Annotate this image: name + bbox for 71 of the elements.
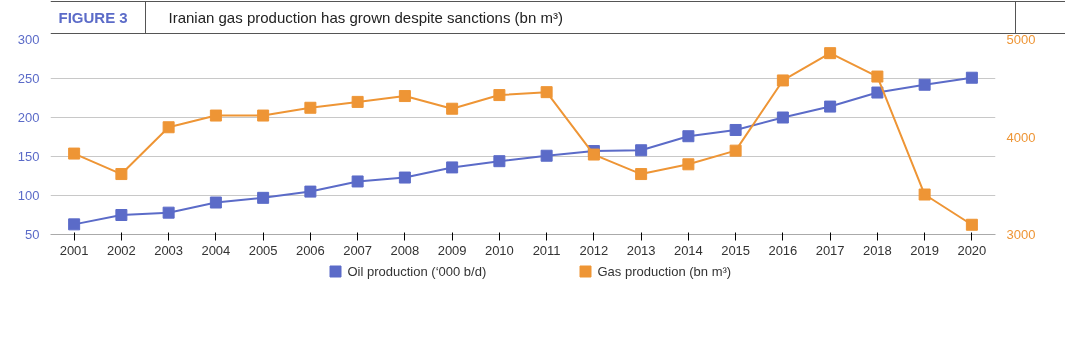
x-tick-label: 2002 bbox=[106, 242, 136, 258]
x-tick-label: 2004 bbox=[201, 242, 231, 258]
x-tick-label: 2017 bbox=[815, 242, 845, 258]
point bbox=[635, 144, 648, 157]
x-tick-label: 2005 bbox=[248, 242, 278, 258]
x-tick-label: 2016 bbox=[768, 242, 798, 258]
point bbox=[398, 90, 411, 103]
y-tick-label: 300 bbox=[17, 32, 40, 47]
point bbox=[965, 218, 978, 231]
point bbox=[918, 78, 931, 91]
point bbox=[68, 218, 81, 231]
point bbox=[209, 196, 222, 209]
point bbox=[540, 86, 553, 99]
point bbox=[115, 168, 128, 181]
point bbox=[871, 86, 884, 99]
point bbox=[729, 123, 742, 136]
point bbox=[776, 74, 789, 87]
x-tick-label: 2014 bbox=[673, 242, 703, 258]
point bbox=[824, 47, 837, 60]
x-tick-label: 2001 bbox=[59, 242, 89, 258]
x-tick-label: 2020 bbox=[957, 242, 987, 258]
point bbox=[635, 168, 648, 181]
point bbox=[398, 171, 411, 184]
x-tick-label: 2012 bbox=[579, 242, 609, 258]
point bbox=[729, 144, 742, 157]
x-tick-label: 2015 bbox=[721, 242, 751, 258]
y2-tick-label: 3000 bbox=[1006, 227, 1036, 242]
x-tick-label: 2006 bbox=[295, 242, 325, 258]
point bbox=[68, 147, 81, 160]
legend-label: Oil production (‘000 b/d) bbox=[347, 264, 487, 279]
point bbox=[257, 191, 270, 204]
point bbox=[351, 95, 364, 108]
point bbox=[209, 109, 222, 122]
x-tick-label: 2019 bbox=[910, 242, 940, 258]
point bbox=[493, 155, 506, 168]
point bbox=[871, 70, 884, 83]
chart-title: Iranian gas production has grown despite sanctions (bn m³) bbox=[168, 9, 563, 26]
point bbox=[446, 161, 459, 174]
point bbox=[776, 111, 789, 124]
point bbox=[304, 101, 317, 114]
x-tick-label: 2010 bbox=[484, 242, 514, 258]
x-tick-label: 2013 bbox=[626, 242, 656, 258]
caption: FIGURE 3 bbox=[58, 9, 128, 26]
y-tick-label: 50 bbox=[25, 227, 40, 242]
y2-tick-label: 5000 bbox=[1006, 32, 1036, 47]
y-tick-label: 250 bbox=[17, 71, 40, 86]
point bbox=[824, 100, 837, 113]
x-tick-label: 2003 bbox=[154, 242, 184, 258]
point bbox=[162, 206, 175, 219]
point bbox=[115, 209, 128, 221]
x-tick-label: 2007 bbox=[343, 242, 373, 258]
x-tick-label: 2011 bbox=[532, 242, 561, 258]
y-tick-label: 200 bbox=[17, 110, 40, 125]
point bbox=[162, 121, 175, 134]
y-tick-label: 100 bbox=[17, 188, 40, 203]
point bbox=[918, 188, 931, 201]
point bbox=[540, 149, 553, 162]
x-tick-label: 2018 bbox=[862, 242, 892, 258]
legend-label: Gas production (bn m³) bbox=[597, 264, 732, 279]
point bbox=[682, 158, 695, 171]
y2-tick-label: 4000 bbox=[1006, 129, 1036, 145]
point bbox=[965, 71, 978, 84]
point bbox=[493, 89, 506, 102]
point bbox=[304, 185, 317, 198]
point bbox=[351, 175, 364, 188]
y-tick-label: 150 bbox=[17, 149, 40, 164]
point bbox=[682, 130, 695, 143]
x-tick-label: 2008 bbox=[390, 242, 420, 258]
point bbox=[257, 109, 270, 122]
x-tick-label: 2009 bbox=[437, 242, 467, 258]
point bbox=[446, 102, 459, 115]
